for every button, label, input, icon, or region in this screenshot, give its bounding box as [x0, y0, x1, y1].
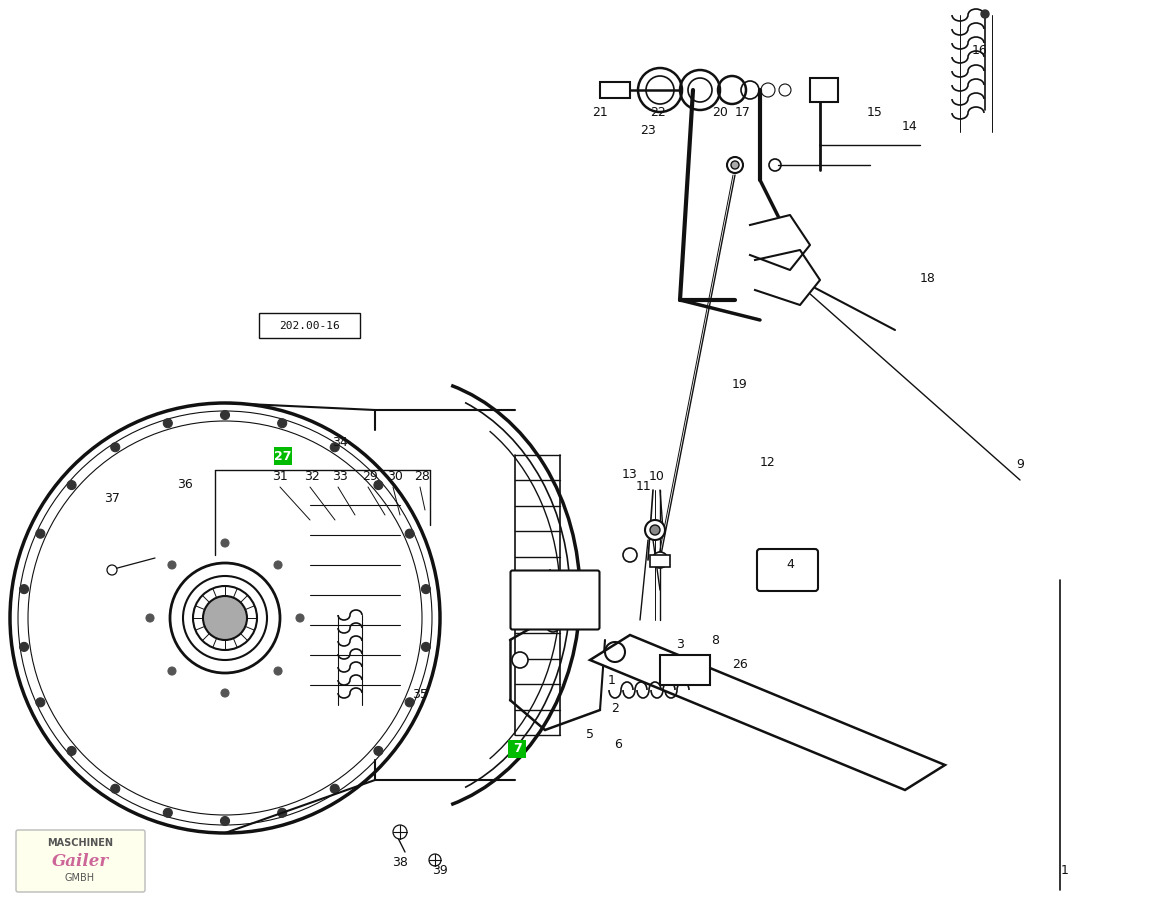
- Circle shape: [163, 418, 172, 427]
- Circle shape: [429, 854, 441, 866]
- Circle shape: [405, 529, 415, 538]
- Circle shape: [644, 520, 665, 540]
- FancyBboxPatch shape: [16, 830, 146, 892]
- Text: 3: 3: [676, 638, 684, 652]
- Polygon shape: [750, 215, 810, 270]
- Text: 20: 20: [713, 106, 728, 120]
- Text: 1: 1: [1061, 863, 1068, 877]
- Text: 8: 8: [711, 634, 720, 646]
- Text: 6: 6: [614, 739, 621, 752]
- Text: MASCHINEN: MASCHINEN: [47, 838, 113, 848]
- Text: 34: 34: [333, 436, 348, 448]
- Circle shape: [653, 552, 668, 568]
- Text: 39: 39: [432, 863, 448, 877]
- Text: 17: 17: [735, 106, 751, 120]
- Text: 11: 11: [636, 481, 651, 493]
- Circle shape: [650, 525, 660, 535]
- Text: 23: 23: [640, 123, 656, 137]
- Circle shape: [330, 784, 340, 793]
- Text: 32: 32: [304, 471, 320, 483]
- Circle shape: [405, 698, 415, 706]
- Circle shape: [769, 159, 781, 171]
- Text: 18: 18: [921, 272, 936, 284]
- Circle shape: [111, 443, 120, 452]
- Text: 202.00-16: 202.00-16: [280, 320, 340, 331]
- Text: 36: 36: [177, 479, 193, 491]
- Circle shape: [221, 410, 230, 419]
- Text: 15: 15: [867, 106, 882, 120]
- Bar: [810, 78, 839, 102]
- Circle shape: [422, 585, 431, 594]
- Circle shape: [221, 816, 230, 825]
- Polygon shape: [590, 635, 945, 790]
- Text: 5: 5: [586, 728, 594, 742]
- Text: GMBH: GMBH: [65, 873, 95, 883]
- Circle shape: [277, 418, 286, 427]
- Circle shape: [393, 825, 407, 839]
- Text: 7: 7: [513, 742, 522, 755]
- Circle shape: [167, 561, 176, 569]
- Circle shape: [535, 590, 556, 610]
- Circle shape: [20, 585, 29, 594]
- Text: 28: 28: [413, 471, 430, 483]
- Circle shape: [981, 10, 989, 18]
- Text: 2: 2: [611, 701, 619, 715]
- Text: 13: 13: [623, 469, 638, 482]
- Circle shape: [330, 443, 340, 452]
- Polygon shape: [755, 250, 820, 305]
- Circle shape: [221, 689, 229, 697]
- Circle shape: [67, 481, 76, 490]
- Circle shape: [274, 667, 282, 675]
- FancyBboxPatch shape: [757, 549, 818, 591]
- Circle shape: [67, 746, 76, 755]
- Circle shape: [374, 746, 383, 755]
- Text: 21: 21: [593, 106, 608, 120]
- FancyBboxPatch shape: [511, 571, 599, 629]
- Circle shape: [36, 698, 45, 706]
- Text: 29: 29: [363, 471, 378, 483]
- Bar: [508, 740, 527, 758]
- Text: 27: 27: [274, 450, 292, 463]
- Text: 9: 9: [1016, 458, 1024, 472]
- Text: Gailer: Gailer: [52, 852, 109, 869]
- Text: 16: 16: [973, 43, 988, 57]
- Bar: [650, 555, 670, 567]
- Text: 35: 35: [412, 688, 429, 701]
- Circle shape: [731, 161, 739, 169]
- Text: 38: 38: [392, 856, 408, 868]
- Circle shape: [167, 667, 176, 675]
- Text: 22: 22: [650, 106, 666, 120]
- Bar: [259, 313, 360, 338]
- Text: 1: 1: [608, 673, 616, 687]
- Circle shape: [422, 643, 431, 652]
- Text: 10: 10: [649, 471, 665, 483]
- Bar: [660, 655, 710, 685]
- Circle shape: [20, 643, 29, 652]
- Text: 26: 26: [732, 659, 748, 671]
- Text: 37: 37: [104, 491, 120, 505]
- Bar: [274, 447, 292, 465]
- Circle shape: [203, 596, 247, 640]
- Text: 33: 33: [333, 471, 348, 483]
- Circle shape: [546, 618, 560, 632]
- Text: 30: 30: [387, 471, 403, 483]
- Circle shape: [512, 652, 528, 668]
- Text: 4: 4: [787, 559, 793, 572]
- Circle shape: [274, 561, 282, 569]
- Circle shape: [374, 481, 383, 490]
- Circle shape: [296, 614, 304, 622]
- Circle shape: [111, 784, 120, 793]
- Circle shape: [277, 808, 286, 817]
- Circle shape: [36, 529, 45, 538]
- Circle shape: [221, 539, 229, 547]
- Bar: [599, 82, 629, 98]
- Text: 31: 31: [273, 471, 288, 483]
- Circle shape: [163, 808, 172, 817]
- Circle shape: [556, 586, 584, 614]
- Text: 19: 19: [732, 379, 748, 392]
- Circle shape: [146, 614, 154, 622]
- Text: 12: 12: [760, 455, 776, 469]
- Circle shape: [107, 565, 117, 575]
- Text: 14: 14: [902, 121, 918, 133]
